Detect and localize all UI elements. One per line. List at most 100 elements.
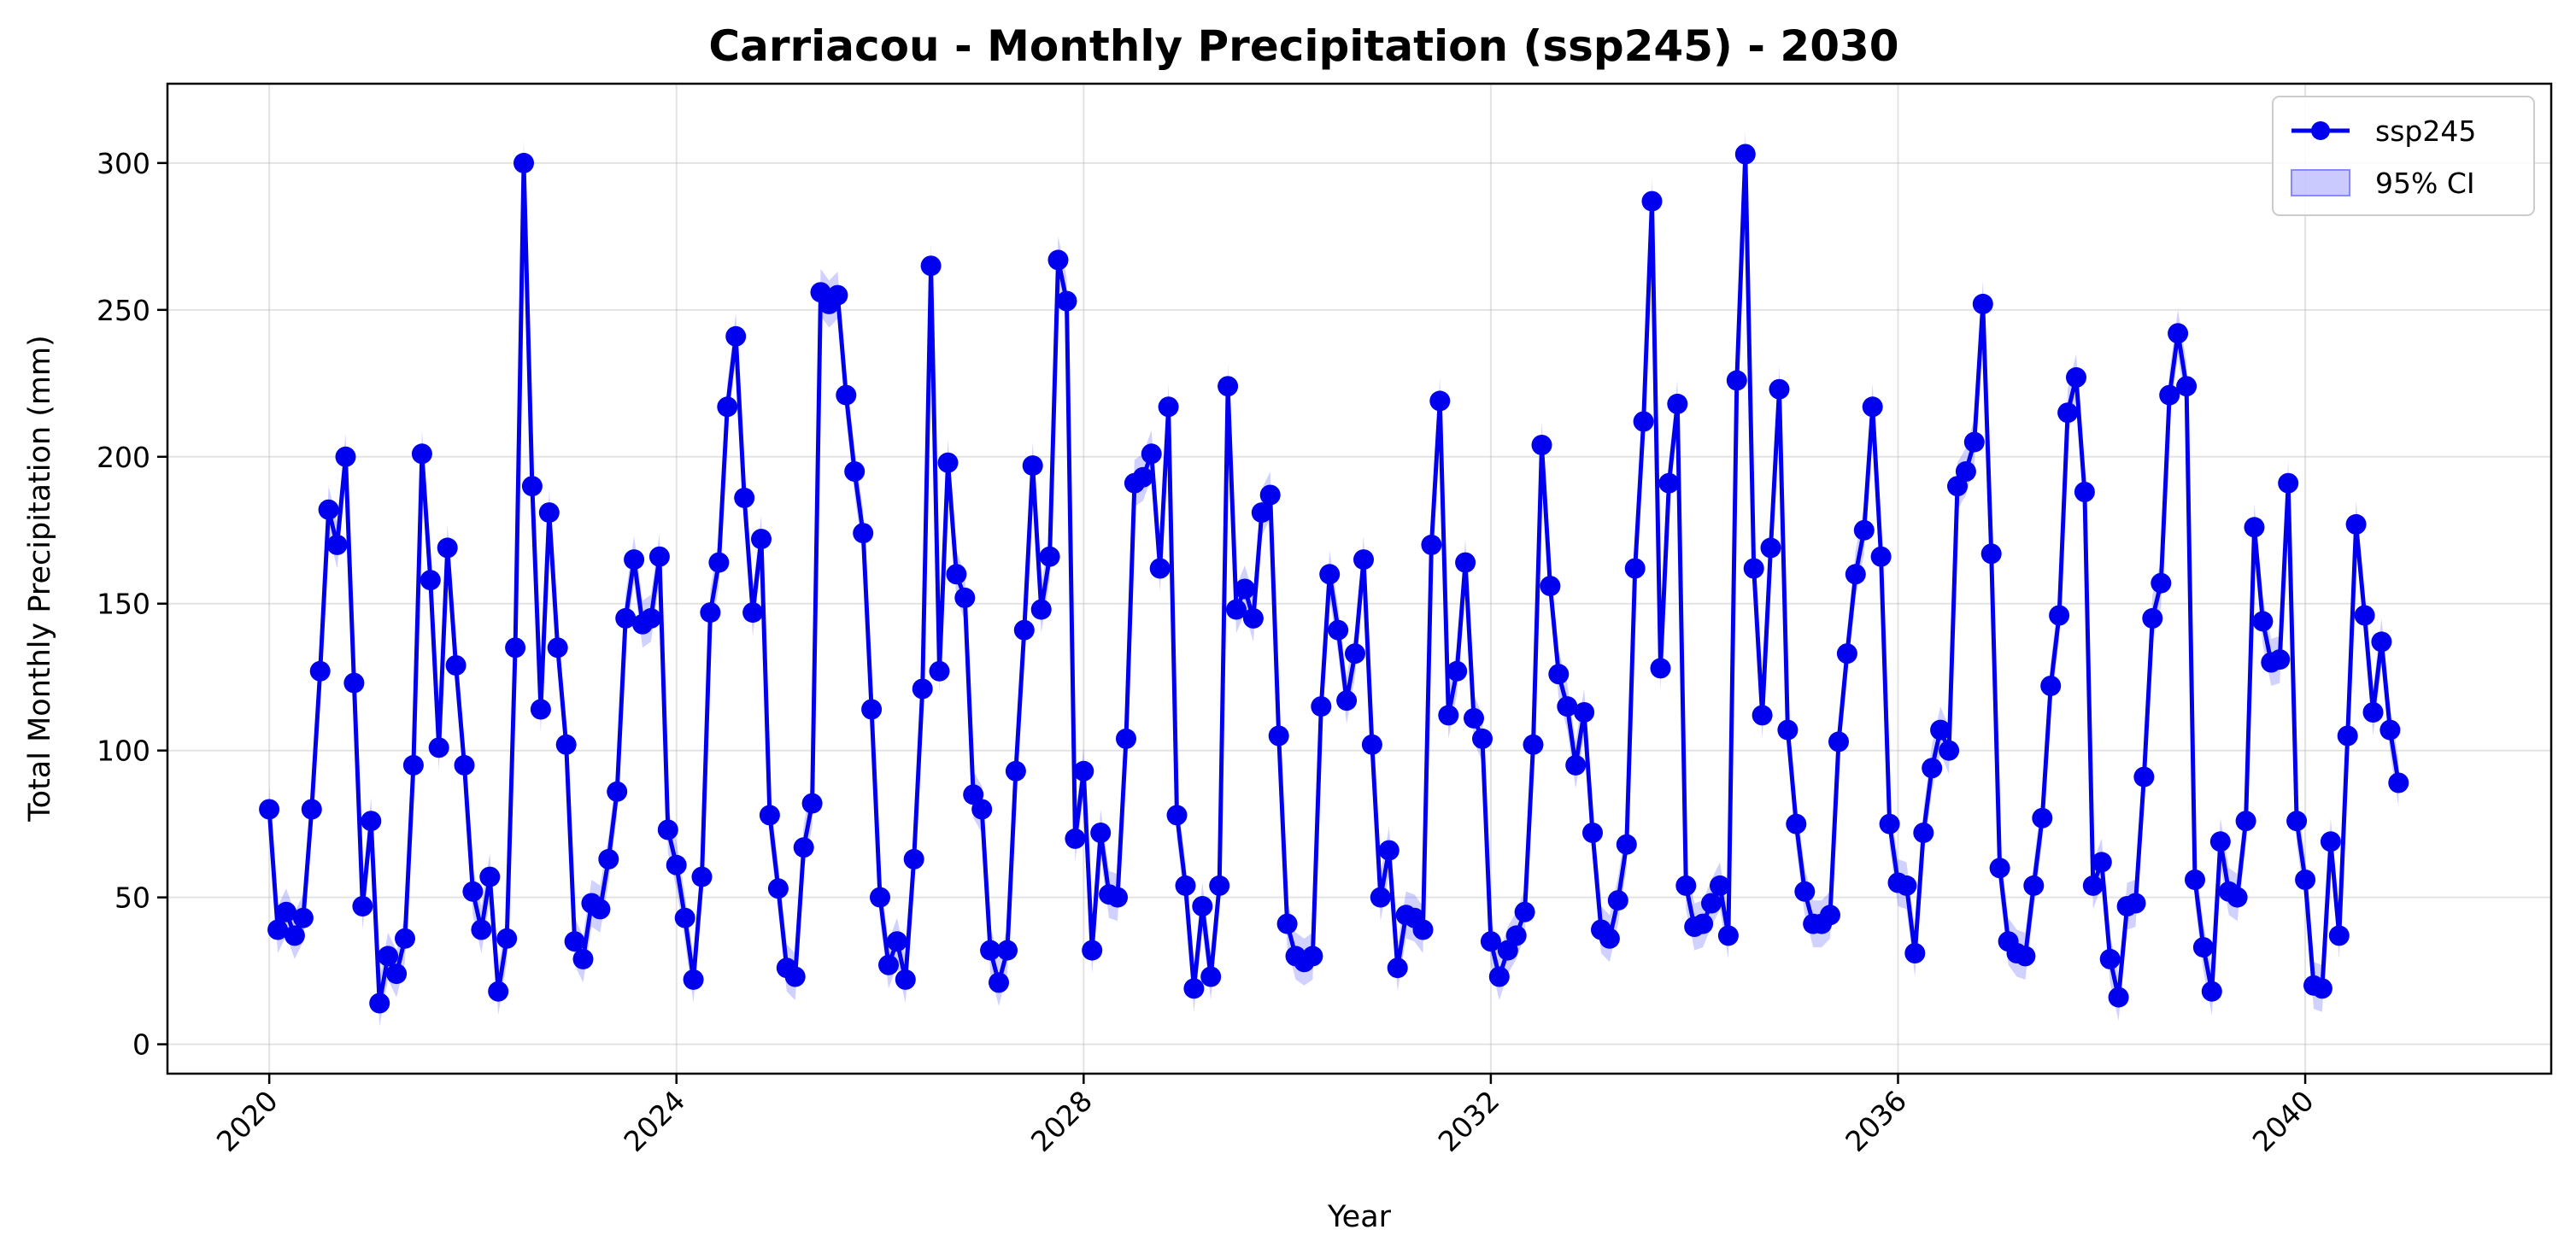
data-point bbox=[1319, 564, 1341, 585]
data-point bbox=[1955, 461, 1976, 482]
data-point bbox=[648, 546, 670, 567]
data-point bbox=[1896, 875, 1917, 896]
data-point bbox=[1862, 396, 1883, 418]
data-point bbox=[640, 607, 661, 629]
data-point bbox=[395, 928, 415, 949]
data-point bbox=[1412, 919, 1434, 940]
data-point bbox=[1082, 940, 1103, 961]
data-point bbox=[1166, 805, 1188, 826]
data-point bbox=[292, 907, 314, 928]
data-point bbox=[1836, 643, 1857, 665]
y-tick-label: 0 bbox=[132, 1028, 150, 1062]
data-point bbox=[971, 799, 993, 820]
data-point bbox=[318, 499, 339, 520]
data-point bbox=[2371, 631, 2392, 653]
data-point bbox=[1717, 925, 1739, 946]
data-point bbox=[2091, 852, 2112, 873]
data-point bbox=[1149, 558, 1171, 579]
data-point bbox=[1218, 376, 1239, 397]
data-point bbox=[870, 887, 890, 908]
data-point bbox=[343, 672, 365, 694]
data-point bbox=[267, 919, 289, 940]
y-tick-label: 200 bbox=[97, 441, 150, 474]
data-point bbox=[1650, 658, 1671, 679]
data-point bbox=[2176, 376, 2198, 397]
data-point bbox=[505, 637, 526, 659]
data-point bbox=[1175, 875, 1196, 896]
data-point bbox=[2362, 702, 2384, 723]
data-point bbox=[2049, 605, 2070, 626]
data-point bbox=[1582, 823, 1603, 843]
data-point bbox=[1268, 725, 1289, 747]
data-point bbox=[2015, 946, 2036, 967]
data-point bbox=[1845, 564, 1866, 585]
data-point bbox=[1488, 966, 1510, 987]
legend-label-ci: 95% CI bbox=[2375, 167, 2475, 200]
data-point bbox=[1828, 731, 1849, 752]
x-tick-label: 2028 bbox=[1024, 1084, 1099, 1158]
data-point bbox=[1734, 143, 1756, 165]
data-point bbox=[488, 981, 509, 1002]
data-point bbox=[607, 781, 628, 802]
data-point bbox=[615, 607, 637, 629]
data-point bbox=[1446, 660, 1468, 682]
data-point bbox=[920, 255, 942, 277]
data-point bbox=[2235, 811, 2256, 832]
data-point bbox=[1904, 943, 1926, 963]
data-point bbox=[1777, 719, 1799, 741]
data-point bbox=[1421, 534, 1442, 555]
data-point bbox=[1760, 537, 1781, 559]
data-point bbox=[1472, 728, 1493, 749]
data-point bbox=[734, 487, 755, 508]
data-point bbox=[1913, 823, 1934, 843]
data-point bbox=[1633, 411, 1654, 432]
y-tick-label: 300 bbox=[97, 147, 150, 180]
data-point bbox=[759, 805, 780, 826]
x-tick-label: 2020 bbox=[210, 1084, 285, 1158]
data-point bbox=[2311, 978, 2332, 999]
data-point bbox=[2159, 384, 2180, 406]
data-point bbox=[2209, 831, 2231, 852]
data-point bbox=[742, 602, 764, 624]
data-point bbox=[1276, 913, 1298, 934]
data-point bbox=[717, 396, 738, 418]
data-point bbox=[454, 754, 475, 776]
data-point bbox=[1557, 696, 1578, 717]
data-point bbox=[793, 837, 814, 858]
data-point bbox=[1116, 728, 1136, 749]
data-point bbox=[2278, 472, 2299, 494]
data-point bbox=[784, 966, 806, 987]
data-point bbox=[827, 284, 848, 306]
data-point bbox=[657, 819, 678, 840]
data-point bbox=[2295, 870, 2316, 890]
data-point bbox=[1701, 893, 1722, 914]
data-point bbox=[2244, 517, 2265, 538]
data-point bbox=[989, 972, 1009, 993]
data-point bbox=[309, 660, 331, 682]
data-point bbox=[1235, 578, 1255, 600]
data-point bbox=[572, 948, 594, 969]
data-point bbox=[521, 476, 543, 497]
data-point bbox=[547, 637, 568, 659]
y-axis: 0 50 100 150 200 250 300 bbox=[97, 147, 167, 1062]
data-point bbox=[1794, 881, 1816, 902]
data-point bbox=[1455, 552, 1476, 573]
data-point bbox=[437, 537, 458, 559]
data-point bbox=[1387, 957, 1408, 979]
data-point bbox=[1438, 705, 1459, 726]
x-tick-label: 2036 bbox=[1839, 1084, 1913, 1158]
data-point bbox=[1251, 502, 1272, 524]
data-point bbox=[2151, 572, 2172, 594]
data-point bbox=[513, 152, 534, 173]
data-point bbox=[361, 811, 382, 832]
data-point bbox=[836, 384, 857, 406]
data-point bbox=[2082, 875, 2104, 896]
data-point bbox=[2125, 893, 2146, 914]
data-point bbox=[259, 799, 280, 820]
legend-box bbox=[2272, 96, 2535, 216]
data-point bbox=[1710, 875, 1730, 896]
legend: ssp245 95% CI bbox=[2272, 96, 2535, 216]
data-point bbox=[335, 446, 356, 467]
data-point bbox=[1565, 754, 1587, 776]
